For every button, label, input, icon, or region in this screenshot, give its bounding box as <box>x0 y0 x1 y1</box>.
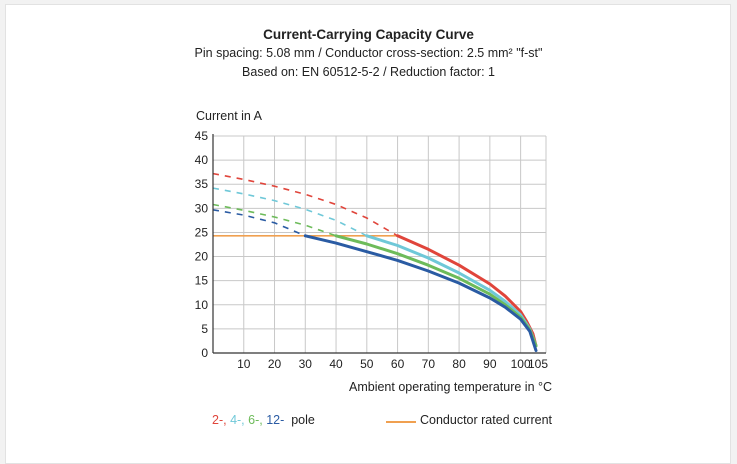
pole-legend-suffix: pole <box>284 413 315 427</box>
chart-axes <box>212 134 546 354</box>
x-tick-label: 105 <box>528 357 548 371</box>
y-tick-label: 5 <box>201 322 208 336</box>
series-4pole-dashed <box>212 187 368 237</box>
y-tick-label: 15 <box>195 274 209 288</box>
pole-legend: 2-, 4-, 6-, 12- pole <box>212 413 315 427</box>
y-tick-label: 25 <box>195 225 209 239</box>
x-tick-label: 90 <box>483 357 497 371</box>
pole-legend-entry: 4-, <box>230 413 249 427</box>
y-axis-label: Current in A <box>196 109 263 123</box>
pole-legend-entry: 12- <box>266 413 285 427</box>
x-tick-label: 60 <box>391 357 405 371</box>
y-tick-label: 35 <box>195 177 209 191</box>
pole-legend-entries: 2-, 4-, 6-, 12- <box>212 413 284 427</box>
series-6pole-dashed <box>212 203 337 237</box>
rated-current-legend-label: Conductor rated current <box>420 413 553 427</box>
x-tick-label: 80 <box>452 357 466 371</box>
rated-current-legend-swatch <box>386 421 416 423</box>
x-axis-label: Ambient operating temperature in °C <box>349 380 552 394</box>
chart-subtitle-standard: Based on: EN 60512-5-2 / Reduction facto… <box>242 65 495 79</box>
y-tick-label: 40 <box>195 153 209 167</box>
chart-grid <box>213 135 547 354</box>
y-tick-label: 10 <box>195 298 209 312</box>
chart-card <box>5 4 731 464</box>
chart-title: Current-Carrying Capacity Curve <box>263 27 474 42</box>
x-tick-label: 50 <box>360 357 374 371</box>
y-tick-label: 30 <box>195 201 209 215</box>
x-tick-label: 40 <box>329 357 343 371</box>
x-tick-label: 20 <box>268 357 282 371</box>
chart-subtitle-spacing: Pin spacing: 5.08 mm / Conductor cross-s… <box>194 46 543 60</box>
series-2pole-dashed <box>212 172 399 237</box>
series-12pole-solid <box>303 234 538 353</box>
x-tick-label: 70 <box>422 357 436 371</box>
pole-legend-entry: 6-, <box>248 413 267 427</box>
y-tick-label: 20 <box>195 250 209 264</box>
x-tick-label: 10 <box>237 357 251 371</box>
x-tick-label: 30 <box>299 357 313 371</box>
pole-legend-entry: 2-, <box>212 413 231 427</box>
x-tick-label: 100 <box>511 357 531 371</box>
y-tick-label: 0 <box>201 346 208 360</box>
capacity-curves <box>212 172 538 353</box>
y-tick-label: 45 <box>195 129 209 143</box>
series-12pole-dashed <box>212 209 306 237</box>
